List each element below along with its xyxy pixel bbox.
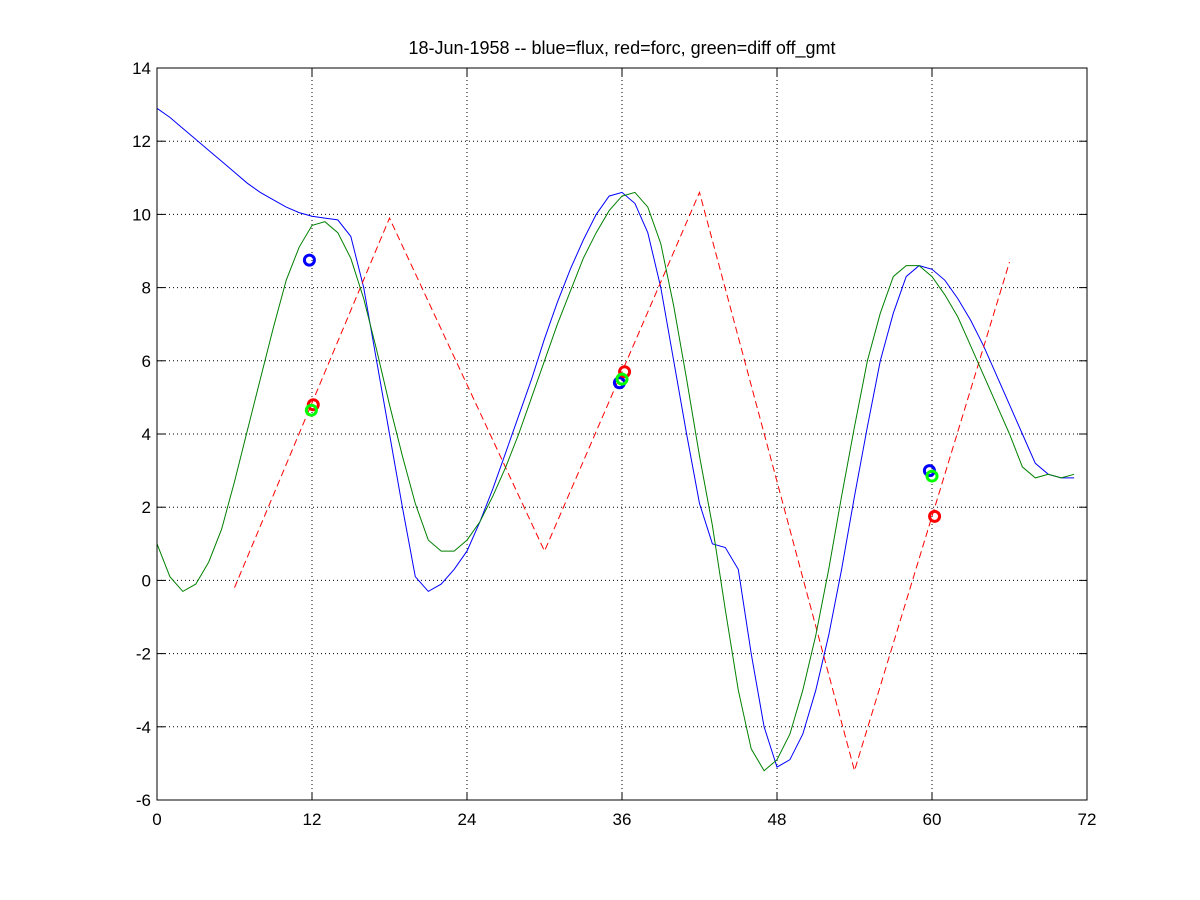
data-marker (928, 509, 942, 523)
y-tick-label: 0 (142, 571, 151, 590)
x-tick-label: 12 (303, 810, 322, 829)
grid (157, 68, 1087, 800)
x-tick-label: 24 (458, 810, 477, 829)
data-marker (304, 403, 318, 417)
x-tick-label: 72 (1078, 810, 1097, 829)
data-marker (618, 365, 632, 379)
x-tick-label: 48 (768, 810, 787, 829)
y-tick-label: 8 (142, 279, 151, 298)
x-tick-label: 36 (613, 810, 632, 829)
marker-layer (302, 253, 942, 523)
data-marker (615, 372, 629, 386)
y-tick-label: -4 (136, 718, 151, 737)
chart-title: 18-Jun-1958 -- blue=flux, red=forc, gree… (408, 38, 835, 59)
flux-line (156, 107, 1075, 768)
x-tick-label: 0 (152, 810, 161, 829)
y-tick-label: -6 (136, 791, 151, 810)
series-layer (156, 107, 1075, 773)
y-tick-label: 4 (142, 425, 151, 444)
x-tick-label: 60 (923, 810, 942, 829)
diff-line (156, 191, 1075, 772)
y-tick-label: 6 (142, 352, 151, 371)
y-tick-label: 2 (142, 498, 151, 517)
y-tick-label: -2 (136, 645, 151, 664)
data-marker (925, 469, 939, 483)
y-tick-label: 12 (132, 132, 151, 151)
y-tick-label: 10 (132, 205, 151, 224)
forc-line (234, 190, 1010, 773)
y-tick-label: 14 (132, 59, 151, 78)
data-marker (302, 253, 316, 267)
